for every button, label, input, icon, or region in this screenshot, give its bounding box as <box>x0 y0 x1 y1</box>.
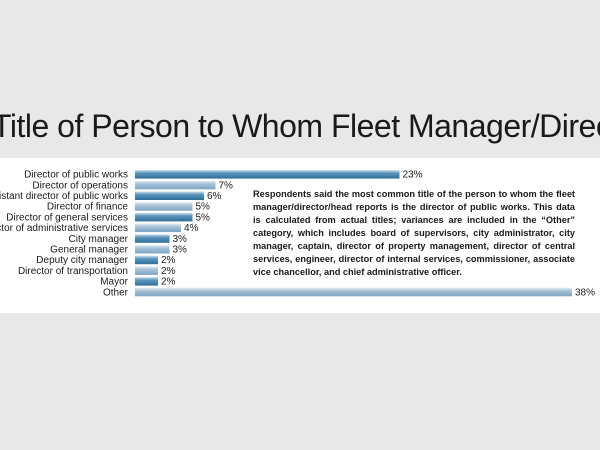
bar-group-director-of-operations: Director of operations 7% <box>32 180 233 191</box>
bar-group-city-manager: City manager 3% <box>69 234 188 245</box>
bar-director-of-operations <box>135 180 216 190</box>
title-band: Title of Person to Whom Fleet Manager/Di… <box>0 95 600 155</box>
value-label: 5% <box>196 212 211 223</box>
bar-director-of-general-services <box>135 212 193 222</box>
bar-director-of-administrative-services <box>135 223 181 233</box>
bar-group-other: Other 38% <box>103 287 595 298</box>
category-label: Director of finance <box>47 202 129 213</box>
bar-other <box>135 287 572 297</box>
bar-group-deputy-city-manager: Deputy city manager 2% <box>36 255 175 266</box>
bar-deputy-city-manager <box>135 255 158 265</box>
bar-group-assistant-director-of-public-works: Assistant director of public works 6% <box>0 191 222 202</box>
value-label: 2% <box>161 277 176 288</box>
bar-group-director-of-public-works: Director of public works 23% <box>24 170 423 181</box>
value-label: 23% <box>403 170 423 181</box>
bar-group-director-of-administrative-services: Director of administrative services 4% <box>0 223 199 234</box>
category-label: Director of transportation <box>18 266 128 277</box>
category-label: Deputy city manager <box>36 255 128 266</box>
value-label: 7% <box>219 180 234 191</box>
value-label: 3% <box>173 234 188 245</box>
value-label: 38% <box>575 287 595 298</box>
bar-group-mayor: Mayor 2% <box>100 277 175 288</box>
category-label: Director of operations <box>32 180 128 191</box>
bar-director-of-finance <box>135 202 193 211</box>
bar-group-director-of-general-services: Director of general services 5% <box>6 212 210 223</box>
value-label: 2% <box>161 266 176 277</box>
category-label: Director of public works <box>24 170 128 181</box>
value-label: 4% <box>184 223 199 234</box>
bar-general-manager <box>135 244 170 254</box>
bar-chart: Director of public works 23% Director of o… <box>0 170 595 299</box>
category-label: Director of administrative services <box>0 223 128 234</box>
category-label: Other <box>103 287 129 298</box>
bar-group-general-manager: General manager 3% <box>50 245 187 256</box>
bar-director-of-public-works <box>135 170 400 179</box>
value-label: 2% <box>161 255 176 266</box>
bar-director-of-transportation <box>135 266 158 275</box>
value-label: 6% <box>207 191 222 202</box>
bar-city-manager <box>135 234 170 243</box>
chart-annotation: Respondents said the most common title o… <box>253 189 575 277</box>
bars-layer: Director of public works 23% Director of o… <box>0 170 595 299</box>
bar-mayor <box>135 277 158 286</box>
category-label: General manager <box>50 245 128 256</box>
bar-group-director-of-finance: Director of finance 5% <box>47 202 210 213</box>
category-label: Director of general services <box>6 212 128 223</box>
value-label: 5% <box>196 202 211 213</box>
value-label: 3% <box>173 245 188 256</box>
category-label: Mayor <box>100 277 128 288</box>
category-label: City manager <box>69 234 129 245</box>
bar-assistant-director-of-public-works <box>135 191 204 200</box>
chart-panel: Director of public works 23% Director of o… <box>0 158 600 313</box>
chart-title: Title of Person to Whom Fleet Manager/Di… <box>0 108 600 144</box>
category-label: Assistant director of public works <box>0 191 128 202</box>
bar-group-director-of-transportation: Director of transportation 2% <box>18 266 176 277</box>
